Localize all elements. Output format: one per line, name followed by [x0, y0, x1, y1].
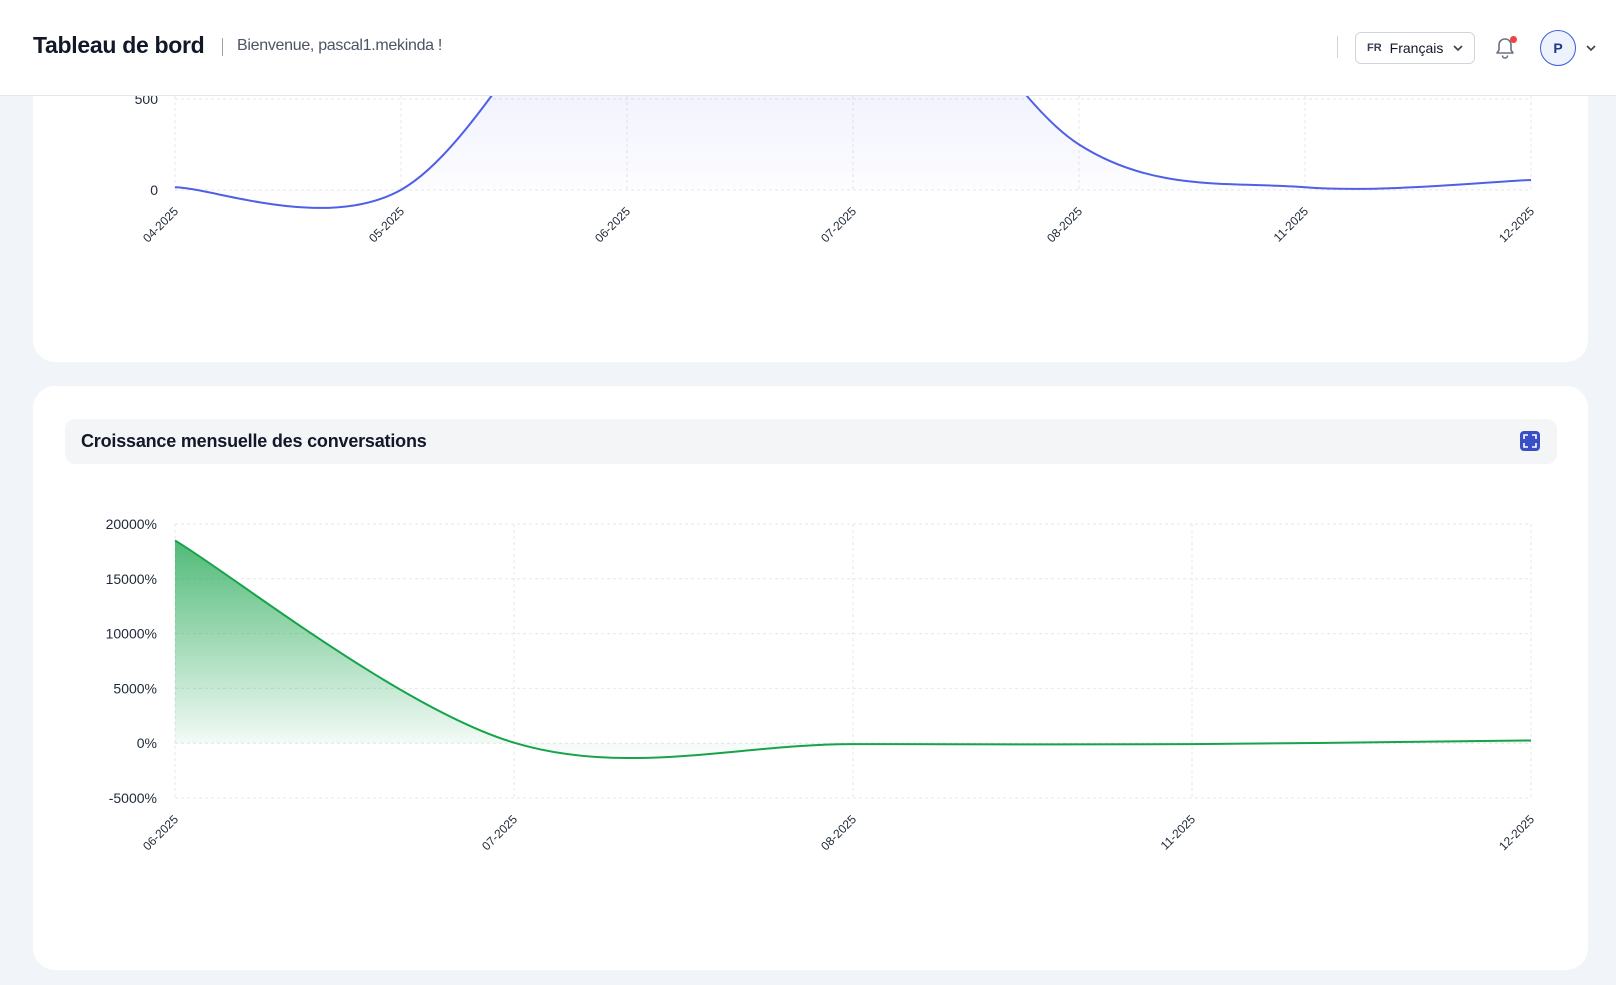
chart-header: Croissance mensuelle des conversations — [65, 419, 1557, 464]
language-select[interactable]: FR Français — [1355, 32, 1475, 64]
welcome-message: Bienvenue, pascal1.mekinda ! — [237, 37, 443, 54]
y-tick-label: 20000% — [106, 516, 157, 532]
series-area — [175, 540, 1531, 759]
page-title: Tableau de bord — [33, 32, 205, 58]
x-tick-label: 12-2025 — [1496, 812, 1537, 853]
y-tick-label: 0 — [150, 182, 158, 198]
x-tick-label: 11-2025 — [1158, 812, 1199, 853]
x-tick-label: 05-2025 — [366, 204, 407, 245]
expand-icon — [1523, 434, 1537, 448]
y-tick-label: 0% — [137, 735, 157, 751]
series-line — [174, 539, 1532, 759]
notification-badge — [1510, 36, 1517, 43]
y-tick-label: 15000% — [106, 571, 157, 587]
y-tick-label: -5000% — [109, 790, 157, 806]
bell-icon — [1496, 38, 1514, 59]
y-tick-label: 5000% — [113, 680, 157, 696]
chart-title: Croissance mensuelle des conversations — [81, 431, 427, 451]
x-tick-label: 06-2025 — [592, 204, 633, 245]
x-tick-label: 11-2025 — [1271, 204, 1312, 245]
language-label: Français — [1389, 40, 1444, 56]
user-menu-chevron-icon[interactable] — [1585, 42, 1597, 54]
x-tick-label: 07-2025 — [479, 812, 520, 853]
x-tick-label: 04-2025 — [140, 204, 181, 245]
series-area — [175, 0, 1531, 208]
monthly-growth-chart: 20000% 15000% 10000% 5000% 0% -5000% 06-2025 07… — [106, 516, 1538, 853]
x-tick-label: 08-2025 — [818, 812, 859, 853]
header-divider — [1337, 36, 1338, 58]
title-divider — [222, 38, 223, 56]
top-header: Tableau de bord Bienvenue, pascal1.mekin… — [0, 0, 1616, 96]
x-tick-label: 12-2025 — [1496, 204, 1537, 245]
notifications-button[interactable] — [1494, 36, 1516, 60]
chevron-down-icon — [1453, 45, 1463, 52]
series-line — [174, 0, 1532, 209]
x-tick-label: 07-2025 — [818, 204, 859, 245]
y-tick-label: 10000% — [106, 626, 157, 642]
language-code: FR — [1367, 42, 1382, 54]
x-tick-label: 06-2025 — [140, 812, 181, 853]
x-tick-label: 08-2025 — [1044, 204, 1085, 245]
avatar[interactable]: P — [1540, 30, 1576, 66]
expand-button[interactable] — [1520, 431, 1540, 451]
monthly-growth-card: 20000% 15000% 10000% 5000% 0% -5000% 06-2025 07… — [33, 386, 1588, 970]
